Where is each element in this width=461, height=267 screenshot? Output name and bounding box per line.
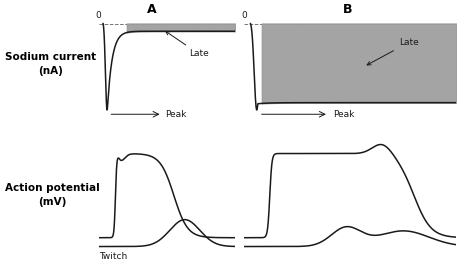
Text: Peak: Peak	[165, 110, 187, 119]
Text: Twitch: Twitch	[99, 252, 127, 261]
Text: Sodium current
(nA): Sodium current (nA)	[5, 53, 96, 76]
Text: Late: Late	[367, 38, 419, 65]
Text: Late: Late	[165, 31, 209, 58]
Text: A: A	[148, 3, 157, 16]
Text: Action potential
(mV): Action potential (mV)	[5, 183, 100, 206]
Text: Peak: Peak	[333, 110, 354, 119]
Text: 0: 0	[242, 11, 248, 20]
Text: B: B	[343, 3, 353, 16]
Text: 0: 0	[95, 11, 101, 20]
